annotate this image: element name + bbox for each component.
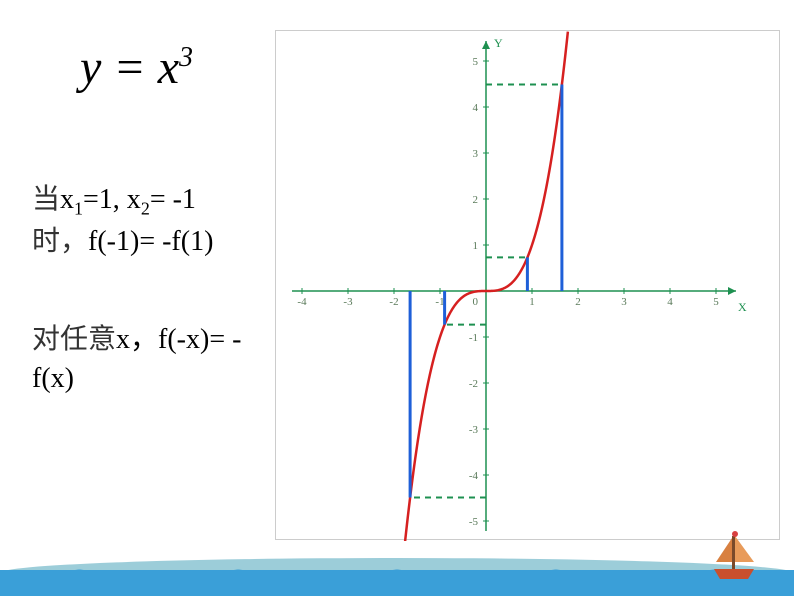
svg-text:-3: -3 [343,296,353,308]
svg-text:1: 1 [529,296,535,308]
graph-container: -4-3-2-112345-5-4-3-2-1123450XY [275,30,780,540]
svg-text:3: 3 [621,296,627,308]
svg-text:5: 5 [713,296,719,308]
svg-text:4: 4 [667,296,673,308]
svg-text:X: X [738,300,747,314]
svg-text:-4: -4 [469,470,479,482]
svg-text:-1: -1 [469,332,478,344]
footer-decoration [0,546,794,596]
svg-text:-5: -5 [469,516,479,528]
equation: y = x3 [80,40,193,95]
svg-text:-2: -2 [469,378,478,390]
cubic-graph: -4-3-2-112345-5-4-3-2-1123450XY [276,31,781,541]
svg-text:2: 2 [575,296,581,308]
svg-text:2: 2 [473,194,479,206]
eq-equals: = [113,41,145,94]
svg-text:4: 4 [473,102,479,114]
svg-text:Y: Y [494,36,503,50]
statement-1: 当x1=1, x2= -1 时，f(-1)= -f(1) [32,180,213,261]
boat-icon [704,524,764,584]
svg-text:-2: -2 [389,296,398,308]
svg-text:3: 3 [473,148,479,160]
wave-front [0,570,794,596]
svg-text:1: 1 [473,240,479,252]
eq-lhs: y [80,41,101,94]
eq-base: x [158,41,179,94]
svg-text:-3: -3 [469,424,479,436]
svg-text:-4: -4 [297,296,307,308]
statement-2: 对任意x，f(-x)= - f(x) [32,320,241,398]
svg-text:5: 5 [473,56,479,68]
svg-text:0: 0 [473,296,479,308]
eq-exp: 3 [179,42,193,73]
